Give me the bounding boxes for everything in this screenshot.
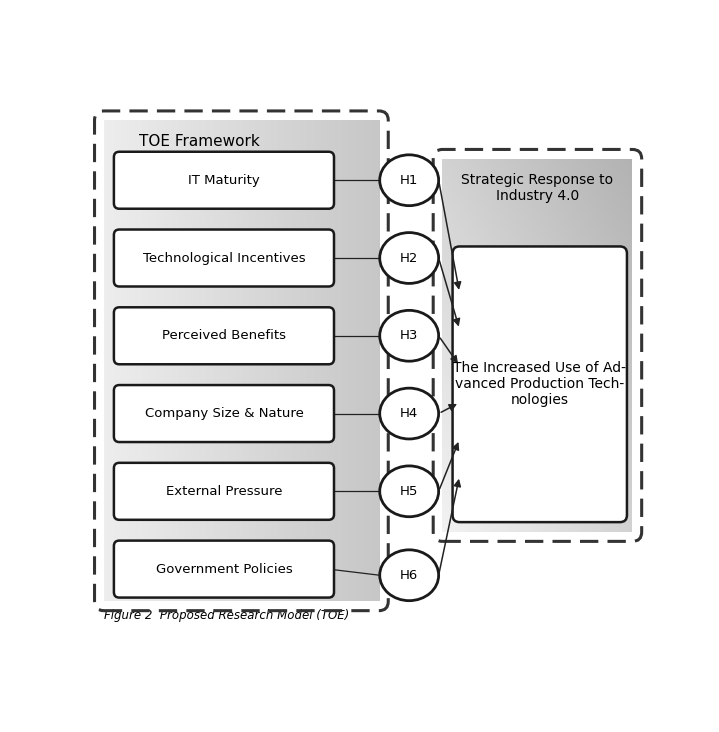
Text: External Pressure: External Pressure (165, 485, 282, 498)
FancyBboxPatch shape (114, 230, 334, 286)
Text: Figure 2  Proposed Research Model (TOE): Figure 2 Proposed Research Model (TOE) (104, 609, 349, 622)
Text: H1: H1 (400, 173, 418, 187)
Text: Perceived Benefits: Perceived Benefits (162, 329, 286, 343)
Text: Strategic Response to
Industry 4.0: Strategic Response to Industry 4.0 (462, 173, 613, 203)
Text: Technological Incentives: Technological Incentives (142, 252, 306, 264)
Text: H3: H3 (400, 329, 418, 343)
Text: H2: H2 (400, 252, 418, 264)
FancyBboxPatch shape (114, 152, 334, 209)
Ellipse shape (380, 388, 439, 439)
Ellipse shape (380, 466, 439, 517)
Ellipse shape (380, 233, 439, 283)
FancyBboxPatch shape (114, 541, 334, 597)
Text: H6: H6 (400, 569, 418, 582)
Ellipse shape (380, 155, 439, 206)
FancyBboxPatch shape (114, 307, 334, 365)
Text: H5: H5 (400, 485, 418, 498)
Text: H4: H4 (400, 407, 418, 420)
FancyBboxPatch shape (114, 385, 334, 442)
FancyBboxPatch shape (114, 463, 334, 520)
Text: Company Size & Nature: Company Size & Nature (145, 407, 303, 420)
Text: TOE Framework: TOE Framework (139, 134, 260, 149)
Ellipse shape (380, 310, 439, 361)
FancyBboxPatch shape (452, 247, 627, 522)
Ellipse shape (380, 550, 439, 601)
Text: IT Maturity: IT Maturity (188, 173, 260, 187)
Text: The Increased Use of Ad-
vanced Production Tech-
nologies: The Increased Use of Ad- vanced Producti… (453, 361, 626, 408)
Text: Government Policies: Government Policies (155, 563, 293, 575)
